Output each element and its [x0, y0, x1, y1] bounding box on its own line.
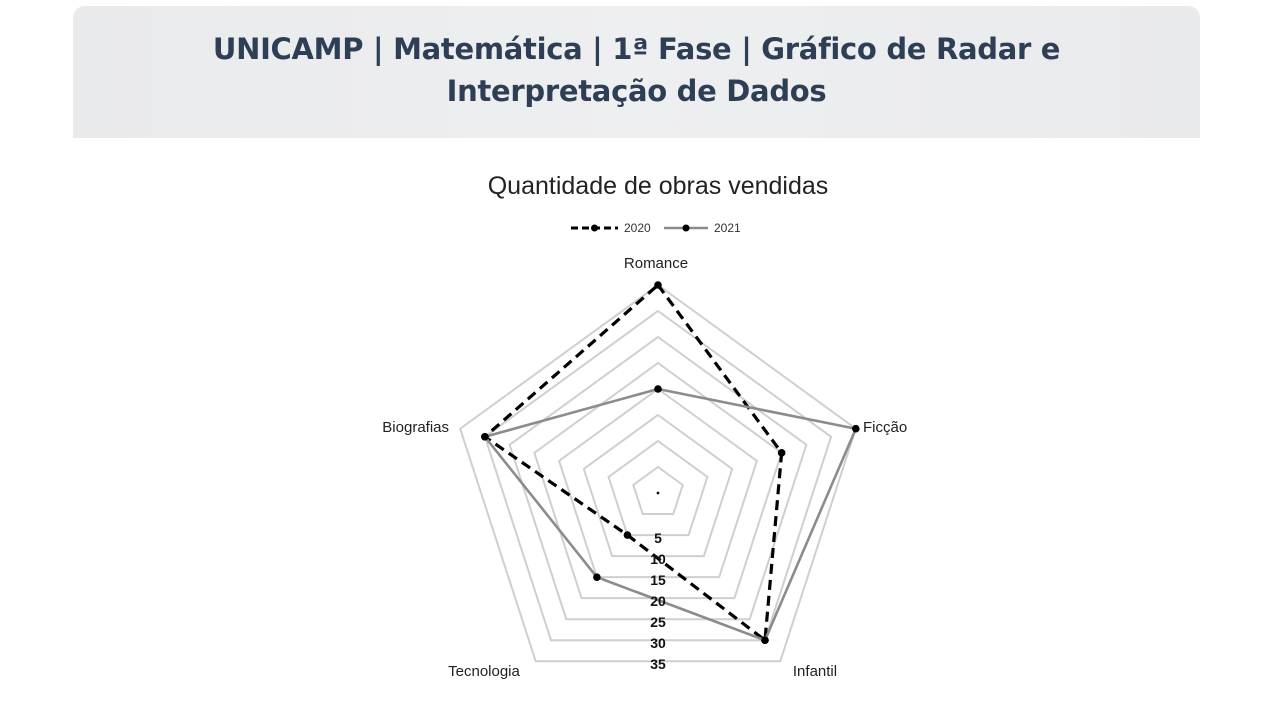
series-point-2021-Tecnologia — [593, 573, 601, 581]
axis-label-biografias: Biografias — [382, 419, 449, 436]
series-line-2021 — [483, 387, 858, 642]
radar-series — [481, 281, 860, 645]
series-point-2020-Tecnologia — [623, 531, 632, 539]
tick-label-35: 35 — [650, 656, 666, 672]
grid-center — [656, 491, 660, 495]
grid-ring — [508, 335, 808, 621]
tick-label-10: 10 — [650, 551, 666, 567]
grid-ring — [607, 439, 709, 537]
legend-marker-2021 — [682, 224, 690, 232]
series-point-2021-Infantil — [761, 636, 769, 645]
radar-axis-labels: Romance Ficção Infantil Tecnologia Biografia… — [382, 255, 907, 680]
series-point-2021-Ficção — [852, 424, 860, 433]
tick-label-5: 5 — [654, 530, 662, 546]
grid-ring — [632, 465, 684, 516]
tick-label-30: 30 — [650, 635, 666, 651]
grid-ring — [483, 309, 833, 642]
legend-label-2021: 2021 — [714, 221, 741, 235]
tick-label-25: 25 — [650, 614, 666, 630]
grid-ring — [557, 387, 759, 579]
grid-ring — [459, 283, 857, 663]
series-line-2020 — [483, 283, 784, 642]
series-point-2020-Ficção — [777, 449, 786, 457]
header-band — [73, 6, 1200, 138]
radar-grid — [459, 283, 857, 663]
grid-ring — [533, 361, 783, 600]
axis-label-ficção: Ficção — [863, 419, 907, 436]
series-point-2021-Biografias — [481, 432, 489, 441]
tick-label-20: 20 — [650, 593, 666, 609]
page-title-line-1: UNICAMP | Matemática | 1ª Fase | Gráfico… — [212, 32, 1061, 66]
legend-label-2020: 2020 — [624, 221, 651, 235]
tick-label-15: 15 — [650, 572, 666, 588]
legend-marker-2020 — [591, 224, 598, 232]
axis-label-tecnologia: Tecnologia — [448, 663, 520, 680]
page-title-line-2: Interpretação de Dados — [446, 74, 827, 108]
axis-label-romance: Romance — [624, 255, 688, 272]
series-point-2021-Romance — [654, 385, 662, 393]
series-point-2020-Romance — [654, 281, 662, 289]
page-title: UNICAMP | Matemática | 1ª Fase | Gráfico… — [73, 28, 1200, 112]
chart-legend: 2020 2021 — [571, 221, 741, 235]
chart-title: Quantidade de obras vendidas — [488, 172, 829, 200]
grid-ring — [582, 413, 734, 558]
radar-tick-labels: 5 10 15 20 25 30 35 — [650, 530, 666, 672]
axis-label-infantil: Infantil — [793, 663, 837, 680]
